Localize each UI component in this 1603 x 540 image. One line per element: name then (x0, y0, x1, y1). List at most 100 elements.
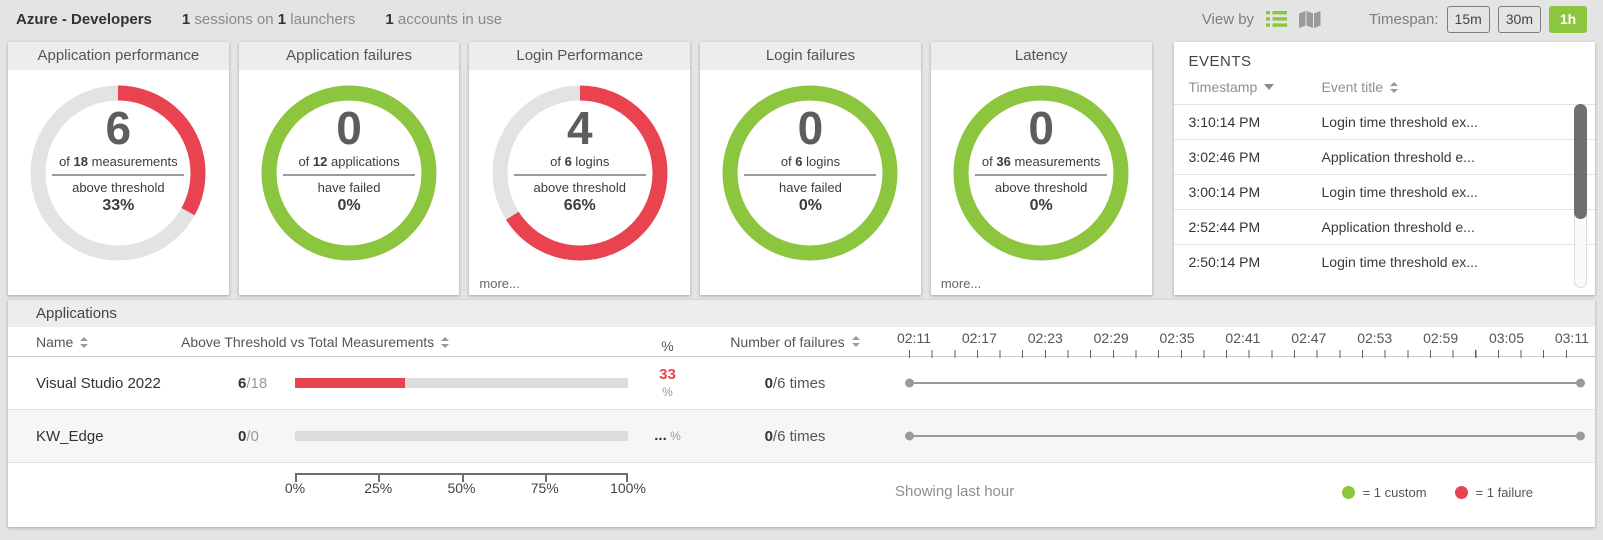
bar-axis-tick (461, 475, 464, 482)
green-dot-icon (1341, 486, 1355, 499)
event-timestamp: 3:10:14 PM (1188, 114, 1261, 130)
gauge-divider (283, 174, 416, 177)
failures-cell: 0/6 times (764, 374, 826, 392)
gauge-percent: 0% (798, 197, 823, 215)
timeline-start-dot (905, 378, 914, 388)
threshold-ratio: 0/0 (238, 427, 259, 445)
gauge-subtext: above threshold (994, 180, 1088, 196)
accounts-count: 1 (385, 10, 394, 28)
view-by-map-icon[interactable] (1299, 10, 1321, 28)
timeline-line (909, 382, 1581, 384)
application-row-kw-edge[interactable]: KW_Edge 0/0... % 0/6 times (8, 410, 1595, 463)
event-title: Application threshold e... (1321, 149, 1475, 165)
events-scrollbar-thumb[interactable] (1573, 104, 1587, 219)
time-tick-label: 02:23 (1027, 330, 1063, 346)
gauge-card-body: 0 of 12 applications have failed 0% (239, 70, 460, 295)
sort-desc-icon (1264, 84, 1275, 90)
threshold-bar-fill (295, 378, 405, 388)
view-by-list-icon[interactable] (1266, 11, 1288, 27)
event-row[interactable]: 3:02:46 PM Application threshold e... (1173, 139, 1595, 174)
time-tick-label: 02:41 (1225, 330, 1261, 346)
sessions-stat: 1 sessions on 1 launchers (181, 10, 356, 28)
timeline-line (909, 435, 1581, 437)
bar-axis-tick (544, 475, 547, 482)
gauge-divider (52, 174, 185, 177)
time-tick-label: 02:17 (961, 330, 997, 346)
gauge-center-text: 0 of 6 logins have failed 0% (700, 104, 921, 215)
timespan-button-1h[interactable]: 1h (1549, 5, 1587, 33)
apps-sort-percent[interactable]: % (661, 338, 674, 354)
percent-unit: % (662, 384, 673, 399)
bar-axis-label: 75% (530, 480, 559, 496)
events-sort-timestamp[interactable]: Timestamp (1189, 79, 1322, 95)
gauge-card-application-performance: Application performance 6 of 18 measuremen… (8, 42, 229, 295)
sort-both-icon (1390, 82, 1398, 93)
timespan-button-15m[interactable]: 15m (1446, 5, 1490, 33)
timespan-button-30m[interactable]: 30m (1497, 5, 1541, 33)
apps-sort-threshold[interactable]: Above Threshold vs Total Measurements (181, 334, 449, 350)
gauge-divider (513, 174, 646, 177)
percent-unit: % (666, 428, 681, 443)
bar-axis-label: 50% (447, 480, 476, 496)
more-link[interactable]: more... (940, 276, 982, 291)
gauge-card-body: 0 of 6 logins have failed 0% (700, 70, 921, 295)
gauge-percent: 33% (102, 197, 135, 215)
sort-both-icon (441, 337, 449, 348)
event-timeline (895, 410, 1595, 462)
applications-table-body: Visual Studio 2022 6/18 33% 0/6 times KW_Edg… (8, 357, 1595, 463)
gauge-card-title: Login Performance (469, 42, 691, 70)
gauge-card-login-failures: Login failures 0 of 6 logins have failed 0% (700, 42, 921, 295)
events-scrollbar-track[interactable] (1573, 104, 1587, 288)
gauge-value: 0 (1028, 102, 1054, 154)
applications-column-headers: Name Above Threshold vs Total Measuremen… (8, 327, 1595, 358)
threshold-bar (295, 378, 640, 388)
gauge-card-title: Application performance (8, 42, 229, 70)
applications-footer: 0% 25% 50% 75% 100% Showing last hour = 1 cu… (8, 463, 1595, 526)
percent-value: ... (654, 426, 667, 444)
gauge-value: 4 (566, 102, 593, 154)
threshold-bar-track (295, 431, 628, 441)
event-timestamp: 3:02:46 PM (1188, 149, 1261, 165)
bar-axis-label: 25% (364, 480, 393, 496)
accounts-stat: 1 accounts in use (385, 10, 503, 28)
event-timestamp: 2:52:44 PM (1188, 219, 1261, 235)
gauge-subtext: above threshold (72, 180, 165, 196)
event-row[interactable]: 2:52:44 PM Application threshold e... (1173, 209, 1595, 244)
event-timestamp: 3:00:14 PM (1188, 184, 1261, 200)
gauge-subtext: have failed (779, 180, 842, 196)
gauge-card-body: 4 of 6 logins above threshold 66% more... (469, 70, 690, 295)
gauge-value: 6 (105, 102, 132, 154)
events-sort-title[interactable]: Event title (1322, 79, 1398, 95)
applications-panel: Applications Name Above Threshold vs Tot… (8, 300, 1595, 527)
time-tick-label: 03:11 (1554, 330, 1589, 346)
gauge-card-title: Application failures (238, 42, 460, 70)
bar-axis-line (295, 473, 628, 482)
time-tick-label: 03:05 (1488, 330, 1525, 346)
gauge-divider (975, 174, 1108, 177)
gauge-value: 0 (336, 102, 362, 154)
gauge-percent: 0% (1029, 197, 1053, 215)
apps-sort-failures[interactable]: Number of failures (695, 334, 895, 350)
timeline-start-dot (905, 431, 914, 441)
gauge-value: 0 (797, 102, 824, 154)
event-title: Login time threshold ex... (1321, 114, 1478, 130)
event-title: Application threshold e... (1321, 219, 1475, 235)
event-row[interactable]: 2:50:14 PM Login time threshold ex... (1173, 244, 1595, 279)
gauge-center-text: 0 of 36 measurements above threshold 0% (931, 104, 1152, 215)
percent-cell: ... % (640, 426, 695, 447)
gauge-percent: 0% (337, 197, 361, 215)
gauge-donut (256, 80, 442, 271)
gauge-total: 6 (795, 154, 803, 170)
gauge-of-line: of 36 measurements (981, 154, 1101, 170)
gauge-donut (487, 80, 673, 271)
bar-percent-axis: 0% 25% 50% 75% 100% (285, 473, 646, 498)
event-row[interactable]: 3:10:14 PM Login time threshold ex... (1173, 104, 1595, 139)
time-axis: 02:11 02:17 02:23 02:29 02:35 02:41 02:47 02:53… (895, 327, 1595, 358)
application-row-visual-studio-2022[interactable]: Visual Studio 2022 6/18 33% 0/6 times (8, 357, 1595, 410)
more-link[interactable]: more... (479, 276, 520, 291)
gauge-percent: 66% (563, 197, 596, 215)
apps-sort-name[interactable]: Name (36, 334, 88, 350)
gauge-card-body: 6 of 18 measurements above threshold 33% (8, 70, 229, 295)
gauge-of-line: of 6 logins (780, 154, 841, 170)
event-row[interactable]: 3:00:14 PM Login time threshold ex... (1173, 174, 1595, 209)
